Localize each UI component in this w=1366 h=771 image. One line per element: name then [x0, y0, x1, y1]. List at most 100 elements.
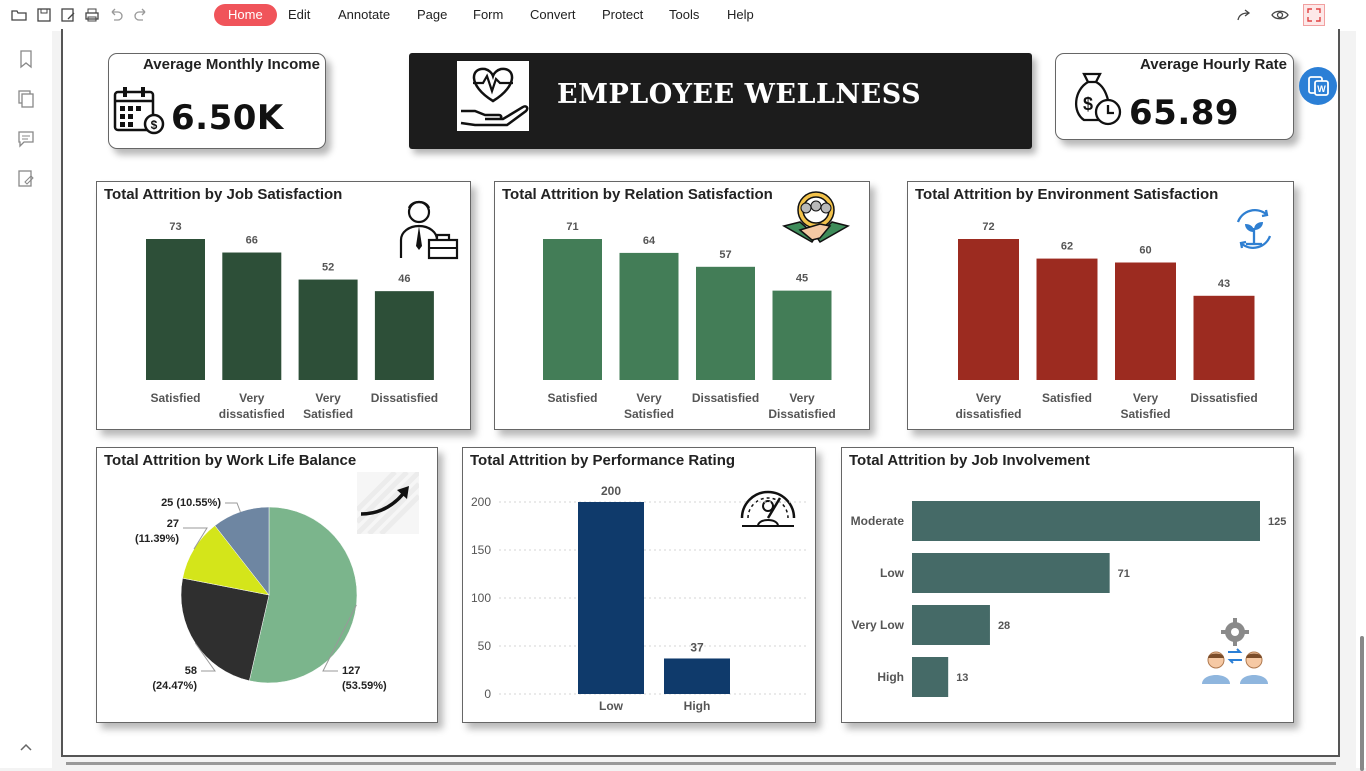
- calendar-money-icon: $: [113, 87, 165, 135]
- x-tick-label: Satisfied: [303, 407, 353, 421]
- x-tick-label: Very: [239, 391, 265, 405]
- x-tick-label: dissatisfied: [955, 407, 1021, 421]
- svg-text:W: W: [1317, 84, 1326, 94]
- eco-plant-cycle-icon: [1236, 209, 1272, 249]
- bar: [912, 657, 949, 697]
- save-as-icon[interactable]: [59, 6, 77, 24]
- comment-icon[interactable]: [16, 129, 36, 149]
- fullscreen-icon[interactable]: [1303, 4, 1325, 26]
- bar: [912, 553, 1110, 593]
- menu-home[interactable]: Home: [214, 4, 277, 26]
- kpi-income-label: Average Monthly Income: [143, 56, 320, 73]
- data-label: 64: [643, 235, 656, 247]
- job-involvement-chart: Moderate 125 Low 71 Very Low 28 High 13: [851, 501, 1286, 697]
- data-label: 45: [796, 273, 808, 285]
- save-icon[interactable]: [35, 6, 53, 24]
- bar: [1115, 262, 1176, 380]
- floating-app-button[interactable]: W: [1298, 66, 1338, 106]
- x-tick-label: Very: [976, 391, 1002, 405]
- chart-title: Total Attrition by Relation Satisfaction: [502, 186, 773, 203]
- menu-form[interactable]: Form: [473, 7, 504, 22]
- menu-tools[interactable]: Tools: [669, 7, 700, 22]
- chart-card-job-involvement: Total Attrition by Job Involvement Moder…: [841, 447, 1294, 723]
- data-label: 37: [690, 640, 704, 654]
- y-tick-label: 100: [471, 591, 491, 605]
- data-label: 60: [1139, 245, 1151, 257]
- chart-title: Total Attrition by Performance Rating: [470, 452, 736, 469]
- print-icon[interactable]: [83, 6, 101, 24]
- pie-slice: [249, 506, 358, 684]
- data-label: 72: [982, 221, 994, 233]
- y-tick-label: 150: [471, 543, 491, 557]
- open-folder-icon[interactable]: [10, 6, 28, 24]
- bar: [578, 502, 644, 694]
- left-sidebar: [0, 31, 52, 768]
- pages-icon[interactable]: [16, 89, 36, 109]
- people-exchange-icon: [1202, 618, 1268, 684]
- bar: [664, 658, 730, 694]
- data-label: 52: [322, 262, 334, 274]
- bar: [146, 239, 205, 380]
- slice-pct: (24.47%): [152, 680, 197, 692]
- bar: [543, 239, 602, 380]
- chart-card-job-satisfaction: Total Attrition by Job Satisfaction 73 Sa…: [96, 181, 471, 430]
- bookmark-icon[interactable]: [16, 49, 36, 69]
- x-tick-label: Dissatisfied: [692, 391, 759, 405]
- data-label: 71: [566, 221, 578, 233]
- kpi-income-card: Average Monthly Income $ 6.50K: [108, 53, 326, 149]
- bar: [374, 291, 434, 380]
- slice-pct: (53.59%): [342, 680, 387, 692]
- performance-rating-chart: 0 50 100 150 200 200 Low 37 High: [471, 484, 809, 713]
- x-tick-label: High: [684, 699, 711, 713]
- x-tick-label: Very: [636, 391, 662, 405]
- work-life-balance-chart: 127 (53.59%) 58 (24.47%) 27 (11.39%) 25 (10.55…: [135, 497, 387, 692]
- data-label: 66: [246, 235, 258, 247]
- chart-title: Total Attrition by Job Involvement: [849, 452, 1090, 469]
- y-tick-label: Low: [880, 566, 905, 580]
- trend-arrow-icon: [357, 472, 419, 534]
- data-label: 73: [169, 221, 181, 233]
- kpi-hourly-label: Average Hourly Rate: [1140, 56, 1287, 73]
- bar: [772, 290, 832, 380]
- vertical-scrollbar[interactable]: [1356, 31, 1366, 771]
- chart-card-environment-satisfaction: Total Attrition by Environment Satisfact…: [907, 181, 1294, 430]
- top-toolbar: Home Edit Annotate Page Form Convert Pro…: [0, 0, 1366, 31]
- chart-card-work-life-balance: Total Attrition by Work Life Balance 127…: [96, 447, 438, 723]
- redo-icon[interactable]: [132, 6, 150, 24]
- chevron-up-icon[interactable]: [16, 738, 36, 758]
- scrollbar-thumb[interactable]: [1360, 636, 1364, 771]
- y-tick-label: 0: [484, 687, 491, 701]
- data-label: 28: [998, 620, 1010, 632]
- menu-help[interactable]: Help: [727, 7, 754, 22]
- x-tick-label: Dissatisfied: [371, 391, 438, 405]
- menu-annotate[interactable]: Annotate: [338, 7, 391, 22]
- performance-gauge-icon: [740, 490, 796, 527]
- y-tick-label: High: [877, 670, 904, 684]
- horizontal-scrollbar[interactable]: [66, 762, 1336, 765]
- heart-hand-icon: [460, 67, 529, 127]
- slice-value: 127: [342, 665, 360, 677]
- kpi-hourly-value: 65.89: [1129, 93, 1240, 133]
- leader-line: [225, 502, 241, 512]
- x-tick-label: Dissatisfied: [768, 407, 835, 421]
- share-icon[interactable]: [1235, 6, 1253, 24]
- team-handshake-icon: [782, 191, 850, 243]
- x-tick-label: Low: [599, 699, 624, 713]
- menu-protect[interactable]: Protect: [602, 7, 644, 22]
- menu-page[interactable]: Page: [417, 7, 448, 22]
- stamp-icon[interactable]: [16, 169, 36, 189]
- job-satisfaction-chart: 73 Satisfied 66 Very dissatisfied 52 Very Satis…: [146, 221, 438, 421]
- y-tick-label: Very Low: [851, 618, 904, 632]
- environment-satisfaction-chart: 72 Very dissatisfied 62 Satisfied 60 Very Satis…: [955, 221, 1257, 421]
- employee-briefcase-icon: [399, 200, 459, 260]
- svg-text:$: $: [151, 118, 158, 132]
- menu-edit[interactable]: Edit: [288, 7, 311, 22]
- x-tick-label: Satisfied: [547, 391, 597, 405]
- eye-icon[interactable]: [1271, 6, 1289, 24]
- data-label: 125: [1268, 516, 1286, 528]
- chart-title: Total Attrition by Work Life Balance: [104, 452, 357, 469]
- undo-icon[interactable]: [107, 6, 125, 24]
- bar: [222, 252, 282, 380]
- y-tick-label: 200: [471, 495, 491, 509]
- menu-convert[interactable]: Convert: [530, 7, 576, 22]
